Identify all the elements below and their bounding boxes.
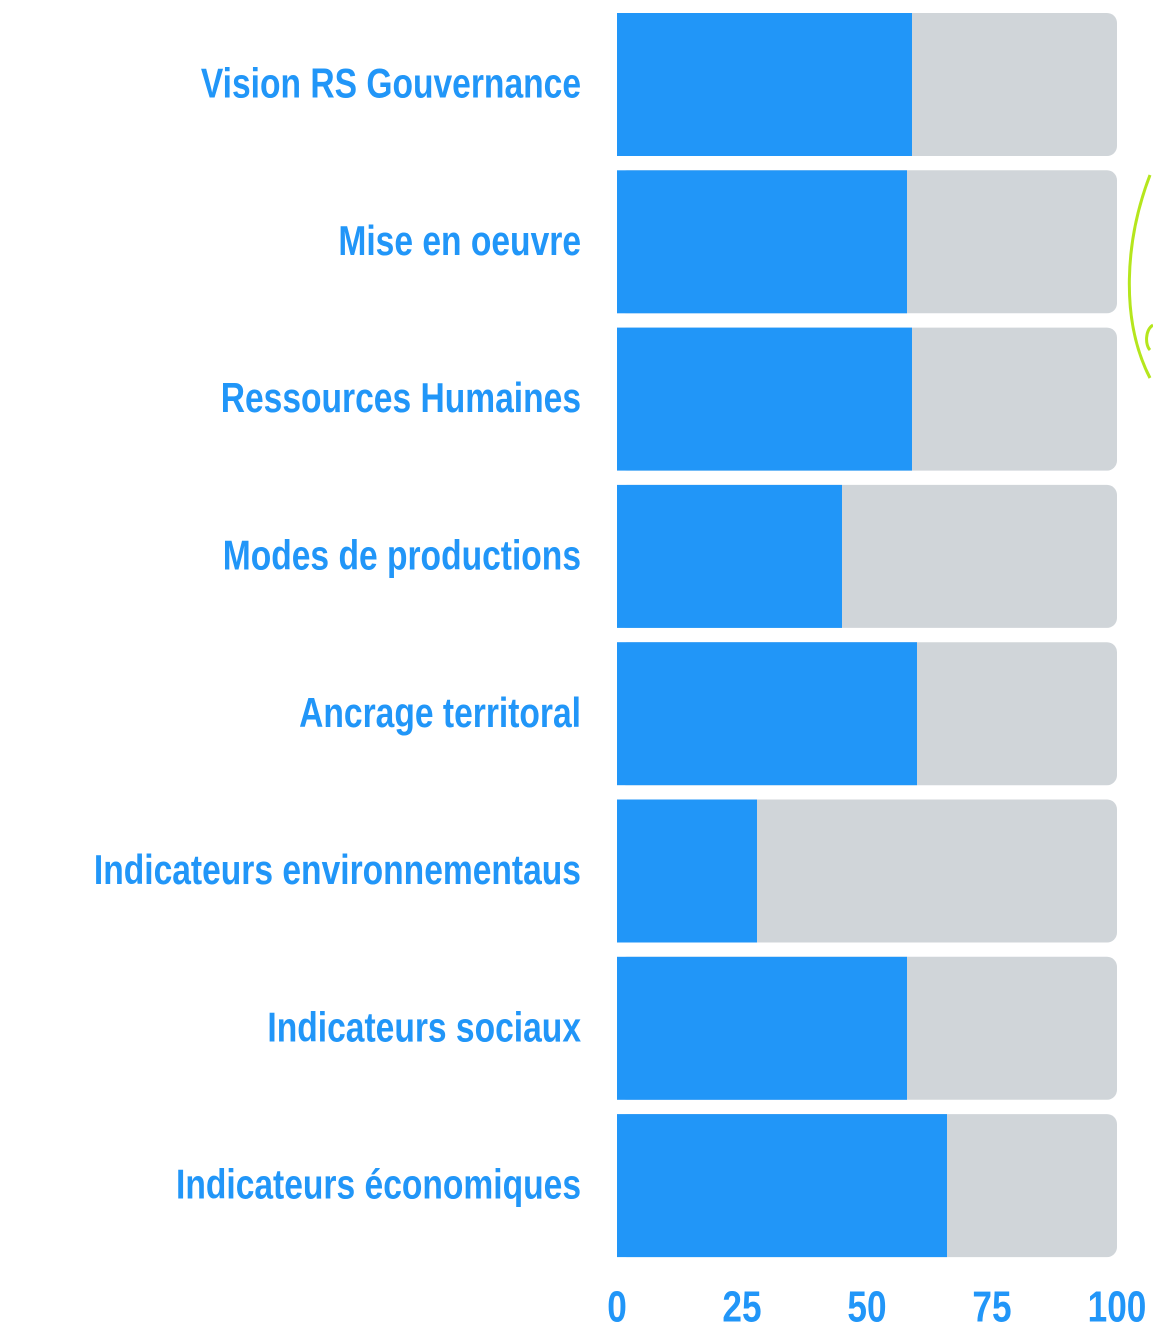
bar bbox=[617, 327, 912, 471]
tick-group: 0 bbox=[607, 1283, 627, 1332]
category-label: Indicateurs environnementaus bbox=[94, 848, 581, 894]
tick-group: 50 bbox=[847, 1283, 886, 1332]
category-label: Modes de productions bbox=[223, 533, 581, 579]
label-group: Modes de productions bbox=[223, 533, 581, 579]
x-tick-label: 25 bbox=[722, 1283, 761, 1332]
bar bbox=[617, 642, 917, 786]
label-group: Mise en oeuvre bbox=[338, 218, 581, 264]
bar bbox=[617, 170, 907, 314]
category-label: Indicateurs économiques bbox=[176, 1162, 581, 1208]
decoration bbox=[1127, 174, 1153, 379]
label-group: Vision RS Gouvernance bbox=[201, 61, 581, 107]
tick-group: 100 bbox=[1088, 1283, 1147, 1332]
bar bbox=[617, 13, 912, 156]
category-label: Vision RS Gouvernance bbox=[201, 61, 581, 107]
category-label: Ancrage territoral bbox=[299, 690, 581, 736]
label-group: Indicateurs environnementaus bbox=[94, 848, 581, 894]
bar bbox=[617, 1114, 947, 1258]
bar bbox=[617, 799, 757, 943]
tick-group: 75 bbox=[972, 1283, 1011, 1332]
label-group: Ressources Humaines bbox=[221, 376, 581, 422]
label-group: Indicateurs sociaux bbox=[267, 1005, 581, 1051]
label-group: Indicateurs économiques bbox=[176, 1162, 581, 1208]
x-tick-label: 100 bbox=[1088, 1283, 1147, 1332]
x-tick-label: 50 bbox=[847, 1283, 886, 1332]
tick-group: 25 bbox=[722, 1283, 761, 1332]
category-label: Ressources Humaines bbox=[221, 376, 581, 422]
x-tick-label: 75 bbox=[972, 1283, 1011, 1332]
category-label: Mise en oeuvre bbox=[338, 218, 581, 264]
x-tick-label: 0 bbox=[607, 1283, 627, 1332]
bar bbox=[617, 484, 842, 628]
category-label: Indicateurs sociaux bbox=[267, 1005, 581, 1051]
label-group: Ancrage territoral bbox=[299, 690, 581, 736]
bar bbox=[617, 956, 907, 1100]
